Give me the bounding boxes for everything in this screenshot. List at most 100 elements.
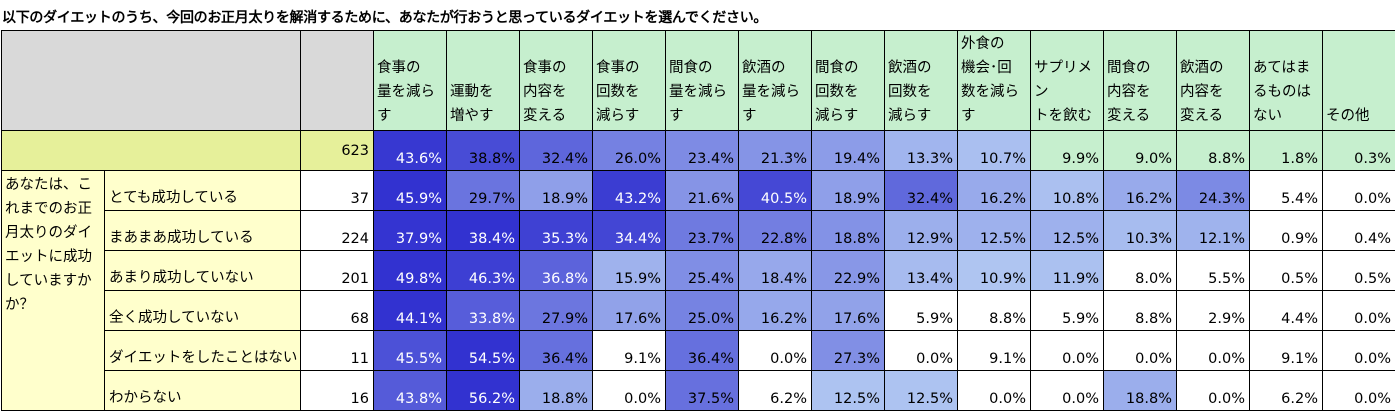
value-cell: 0.0% bbox=[1103, 330, 1177, 371]
value-cell: 2.9% bbox=[1176, 290, 1250, 331]
data-row: あまり成功していない 201 49.8% 46.3% 36.8% 15.9% 25.4% 18… bbox=[2, 250, 1395, 291]
value-cell: 5.9% bbox=[1030, 290, 1104, 331]
total-value-cell: 43.6% bbox=[373, 130, 447, 171]
value-cell: 8.0% bbox=[1103, 250, 1177, 291]
value-cell: 43.2% bbox=[592, 170, 666, 211]
data-row: わからない 16 43.8% 56.2% 18.8% 0.0% 37.5% 6.2% 12.5%… bbox=[2, 370, 1395, 411]
value-cell: 4.4% bbox=[1249, 290, 1323, 331]
total-n: 623 bbox=[300, 130, 374, 171]
total-row: 623 43.6% 38.8% 32.4% 26.0% 23.4% 21.3% 19.4% 13… bbox=[1, 130, 1395, 171]
column-header: 飲酒の 量を減らす bbox=[738, 30, 812, 131]
value-cell: 36.4% bbox=[665, 330, 739, 371]
value-cell: 12.5% bbox=[957, 210, 1031, 251]
value-cell: 45.9% bbox=[373, 170, 447, 211]
row-n: 68 bbox=[300, 290, 374, 331]
header-n-cell bbox=[300, 30, 374, 131]
row-n: 224 bbox=[300, 210, 374, 251]
value-cell: 38.4% bbox=[446, 210, 520, 251]
value-cell: 27.3% bbox=[811, 330, 885, 371]
total-label-cell bbox=[1, 130, 301, 171]
value-cell: 15.9% bbox=[592, 250, 666, 291]
total-value-cell: 9.0% bbox=[1103, 130, 1177, 171]
value-cell: 43.8% bbox=[373, 370, 447, 411]
value-cell: 0.0% bbox=[1030, 330, 1104, 371]
value-cell: 8.8% bbox=[957, 290, 1031, 331]
value-cell: 6.2% bbox=[1249, 370, 1323, 411]
group-label-cell: あなたは、こ れまでのお正 月太りのダイ エットに成功 していますか か？ bbox=[1, 170, 105, 411]
value-cell: 0.0% bbox=[1322, 290, 1395, 331]
value-cell: 5.9% bbox=[884, 290, 958, 331]
row-label: あまり成功していない bbox=[104, 250, 301, 291]
value-cell: 13.4% bbox=[884, 250, 958, 291]
value-cell: 12.9% bbox=[884, 210, 958, 251]
row-n: 37 bbox=[300, 170, 374, 211]
value-cell: 18.8% bbox=[1103, 370, 1177, 411]
column-header: 飲酒の 回数を 減らす bbox=[884, 30, 958, 131]
row-n: 16 bbox=[300, 370, 374, 411]
column-header: 外食の 機会･回 数を減らす bbox=[957, 30, 1031, 131]
value-cell: 0.0% bbox=[1030, 370, 1104, 411]
value-cell: 35.3% bbox=[519, 210, 593, 251]
data-row: 全く成功していない 68 44.1% 33.8% 27.9% 17.6% 25.0% 16.2… bbox=[2, 290, 1395, 331]
value-cell: 21.6% bbox=[665, 170, 739, 211]
value-cell: 16.2% bbox=[738, 290, 812, 331]
value-cell: 9.1% bbox=[1249, 330, 1323, 371]
value-cell: 0.0% bbox=[1322, 370, 1395, 411]
value-cell: 18.9% bbox=[519, 170, 593, 211]
column-header: 食事の 内容を 変える bbox=[519, 30, 593, 131]
value-cell: 34.4% bbox=[592, 210, 666, 251]
total-value-cell: 19.4% bbox=[811, 130, 885, 171]
value-cell: 0.4% bbox=[1322, 210, 1395, 251]
value-cell: 54.5% bbox=[446, 330, 520, 371]
total-value-cell: 21.3% bbox=[738, 130, 812, 171]
total-value-cell: 13.3% bbox=[884, 130, 958, 171]
value-cell: 25.4% bbox=[665, 250, 739, 291]
value-cell: 24.3% bbox=[1176, 170, 1250, 211]
total-value-cell: 10.7% bbox=[957, 130, 1031, 171]
column-header: 間食の 回数を 減らす bbox=[811, 30, 885, 131]
total-value-cell: 1.8% bbox=[1249, 130, 1323, 171]
value-cell: 16.2% bbox=[957, 170, 1031, 211]
total-value-cell: 38.8% bbox=[446, 130, 520, 171]
value-cell: 12.5% bbox=[1030, 210, 1104, 251]
value-cell: 46.3% bbox=[446, 250, 520, 291]
value-cell: 11.9% bbox=[1030, 250, 1104, 291]
value-cell: 12.5% bbox=[884, 370, 958, 411]
value-cell: 22.9% bbox=[811, 250, 885, 291]
crosstab-table: 食事の 量を減らす運動を 増やす 食事の 内容を 変える 食事の 回数を 減らす 間食の 量を減らす… bbox=[1, 30, 1395, 411]
value-cell: 16.2% bbox=[1103, 170, 1177, 211]
page-title: 以下のダイエットのうち、今回のお正月太りを解消するために、あなたが行おうと思って… bbox=[2, 10, 768, 26]
value-cell: 36.4% bbox=[519, 330, 593, 371]
value-cell: 17.6% bbox=[811, 290, 885, 331]
value-cell: 0.9% bbox=[1249, 210, 1323, 251]
column-header: 食事の 量を減らす bbox=[373, 30, 447, 131]
header-corner-cell bbox=[1, 30, 301, 131]
value-cell: 29.7% bbox=[446, 170, 520, 211]
total-value-cell: 9.9% bbox=[1030, 130, 1104, 171]
value-cell: 44.1% bbox=[373, 290, 447, 331]
value-cell: 9.1% bbox=[592, 330, 666, 371]
value-cell: 0.0% bbox=[884, 330, 958, 371]
value-cell: 0.5% bbox=[1249, 250, 1323, 291]
value-cell: 12.5% bbox=[811, 370, 885, 411]
value-cell: 0.0% bbox=[738, 330, 812, 371]
row-label: ダイエットをしたことはない bbox=[104, 330, 301, 371]
value-cell: 37.5% bbox=[665, 370, 739, 411]
value-cell: 17.6% bbox=[592, 290, 666, 331]
data-row: ダイエットをしたことはない 11 45.5% 54.5% 36.4% 9.1% 36.4% 0… bbox=[2, 330, 1395, 371]
data-row: あなたは、こ れまでのお正 月太りのダイ エットに成功 していますか か？ とても成功してい… bbox=[1, 170, 1395, 411]
value-cell: 0.5% bbox=[1322, 250, 1395, 291]
value-cell: 49.8% bbox=[373, 250, 447, 291]
value-cell: 37.9% bbox=[373, 210, 447, 251]
total-value-cell: 26.0% bbox=[592, 130, 666, 171]
total-value-cell: 32.4% bbox=[519, 130, 593, 171]
value-cell: 40.5% bbox=[738, 170, 812, 211]
header-row: 食事の 量を減らす運動を 増やす 食事の 内容を 変える 食事の 回数を 減らす 間食の 量を減らす… bbox=[1, 30, 1395, 131]
row-label: 全く成功していない bbox=[104, 290, 301, 331]
value-cell: 0.0% bbox=[1176, 370, 1250, 411]
row-label: とても成功している bbox=[104, 170, 301, 211]
value-cell: 56.2% bbox=[446, 370, 520, 411]
row-n: 11 bbox=[300, 330, 374, 371]
value-cell: 33.8% bbox=[446, 290, 520, 331]
value-cell: 18.8% bbox=[519, 370, 593, 411]
